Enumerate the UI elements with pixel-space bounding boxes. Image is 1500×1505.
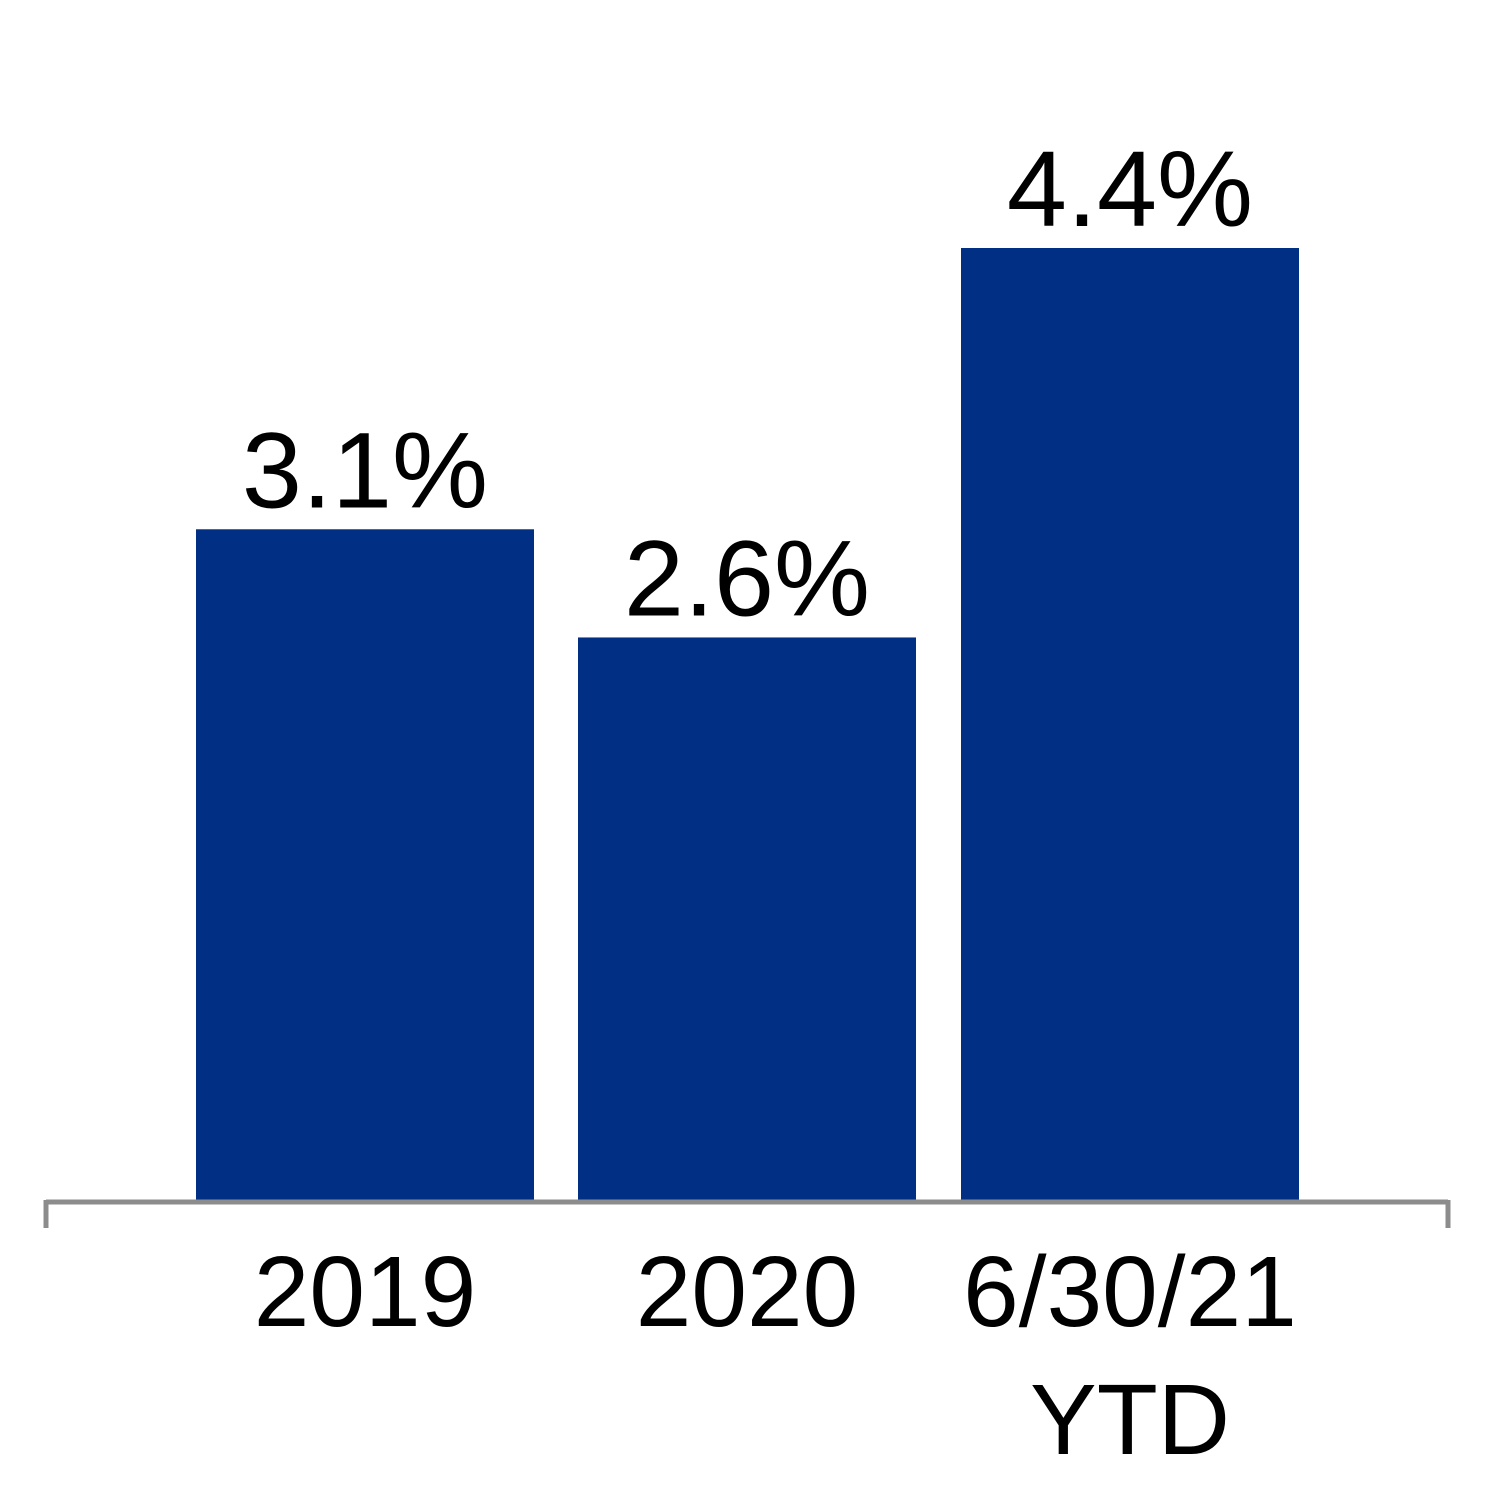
x-tick-label-0: 2019 — [254, 1236, 476, 1348]
x-tick-label-2: 6/30/21 YTD — [963, 1236, 1297, 1476]
x-tick-label-1-line-0: 2020 — [636, 1236, 858, 1348]
x-tick-label-2-line-1: YTD — [1030, 1364, 1230, 1476]
data-labels-group: 3.1% 2.6% 4.4% — [242, 128, 1253, 638]
bar-1 — [578, 637, 916, 1200]
bars-group — [196, 248, 1299, 1200]
x-tick-labels-group: 2019 2020 6/30/21 YTD — [254, 1236, 1297, 1476]
x-tick-label-0-line-0: 2019 — [254, 1236, 476, 1348]
x-axis — [43, 1199, 1451, 1228]
x-tick-label-1: 2020 — [636, 1236, 858, 1348]
data-label-1: 2.6% — [624, 517, 870, 638]
bar-0 — [196, 529, 534, 1200]
bar-2 — [961, 248, 1299, 1200]
data-label-0: 3.1% — [242, 409, 488, 530]
x-tick-label-2-line-0: 6/30/21 — [963, 1236, 1297, 1348]
data-label-2: 4.4% — [1007, 128, 1253, 249]
